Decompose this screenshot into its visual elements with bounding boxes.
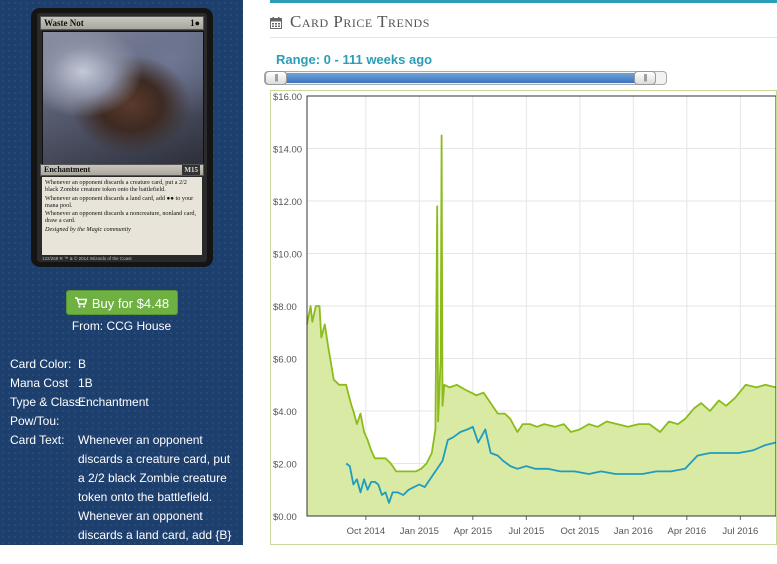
x-tick-label: Jan 2016 <box>614 526 653 537</box>
card-credit: Designed by the Magic community <box>45 225 131 233</box>
cart-icon <box>74 292 88 317</box>
property-type-class: Type & Class: Enchantment <box>10 393 240 412</box>
property-value: Enchantment <box>78 395 149 409</box>
y-tick-label: $10.00 <box>273 250 302 261</box>
accent-rule <box>270 0 777 3</box>
y-tick-label: $16.00 <box>273 92 302 103</box>
property-value: 1B <box>78 376 93 390</box>
property-value: B <box>78 357 87 371</box>
range-slider-fill <box>276 73 645 83</box>
buy-button[interactable]: Buy for $4.48 <box>66 290 178 315</box>
property-label: Type & Class: <box>10 395 85 409</box>
x-tick-label: Oct 2014 <box>347 526 386 537</box>
card-rule: Whenever an opponent discards a creature… <box>45 179 187 194</box>
series-line-1 <box>306 134 777 473</box>
range-handle-start[interactable]: ||| <box>265 71 287 85</box>
range-label: Range: 0 - 111 weeks ago <box>276 52 433 67</box>
y-tick-label: $2.00 <box>273 460 297 471</box>
buy-button-label: Buy for $4.48 <box>91 296 170 311</box>
property-label: Pow/Tou: <box>10 414 60 428</box>
range-slider[interactable]: ||| ||| <box>264 71 667 85</box>
card-art-image <box>42 31 204 165</box>
y-tick-label: $4.00 <box>273 407 297 418</box>
section-title: Card Price Trends <box>290 12 430 31</box>
card-footer: 122/269 R ™ & © 2014 Wizards of the Coas… <box>42 256 132 261</box>
property-pow-tou: Pow/Tou: <box>10 412 240 431</box>
card-type-line: Enchantment M15 <box>40 164 204 176</box>
price-chart: $0.00 $2.00 $4.00 $6.00 $8.00 $10.00 $12.00 $14… <box>273 92 777 537</box>
property-label: Mana Cost <box>10 376 69 390</box>
property-value: Whenever an opponent discards a creature… <box>78 433 232 561</box>
property-card-color: Card Color: B <box>10 355 240 374</box>
x-tick-label: Apr 2015 <box>454 526 493 537</box>
card-rule: Whenever an opponent discards a land car… <box>45 194 194 209</box>
y-tick-label: $6.00 <box>273 355 297 366</box>
card-sidebar: Waste Not 1● Enchantment M15 Whenever an… <box>0 0 243 561</box>
y-tick-label: $8.00 <box>273 302 297 313</box>
divider <box>270 37 777 38</box>
seller-name: From: CCG House <box>71 319 172 333</box>
x-tick-label: Apr 2016 <box>668 526 707 537</box>
x-tick-label: Jul 2015 <box>508 526 544 537</box>
range-handle-end[interactable]: ||| <box>634 71 656 85</box>
x-tick-label: Oct 2015 <box>561 526 600 537</box>
section-header: Card Price Trends <box>270 11 430 33</box>
property-label: Card Color: <box>10 357 72 371</box>
card-name: Waste Not 1● <box>40 16 204 30</box>
card-properties: Card Color: B Mana Cost 1B Type & Class:… <box>10 355 240 564</box>
price-chart-frame: $0.00 $2.00 $4.00 $6.00 $8.00 $10.00 $12.00 $14… <box>270 90 777 545</box>
card-image: Waste Not 1● Enchantment M15 Whenever an… <box>31 8 213 267</box>
y-tick-label: $14.00 <box>273 145 302 156</box>
series-area-fill <box>307 135 776 516</box>
x-tick-label: Jan 2015 <box>400 526 439 537</box>
property-card-text: Card Text: Whenever an opponent discards… <box>10 431 240 564</box>
calendar-icon <box>270 16 282 29</box>
card-cost: 1● <box>190 18 200 28</box>
series-line-2 <box>345 425 777 504</box>
price-trends-panel: Card Price Trends Range: 0 - 111 weeks a… <box>264 0 777 545</box>
property-label: Card Text: <box>10 433 65 447</box>
property-mana-cost: Mana Cost 1B <box>10 374 240 393</box>
y-tick-label: $0.00 <box>273 512 297 523</box>
card-rules-text: Whenever an opponent discards a creature… <box>42 177 202 255</box>
card-rule: Whenever an opponent discards a noncreat… <box>45 210 197 225</box>
x-tick-label: Jul 2016 <box>722 526 758 537</box>
set-symbol-icon: M15 <box>182 165 200 175</box>
y-tick-label: $12.00 <box>273 197 302 208</box>
